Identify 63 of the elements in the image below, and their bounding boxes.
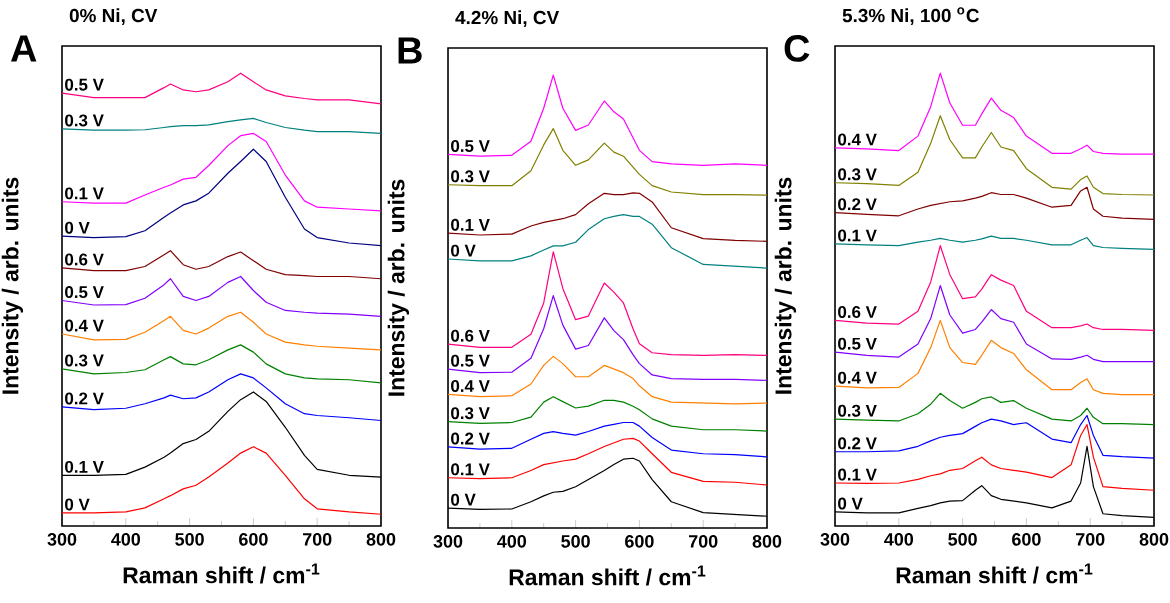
series-label: 0.1 V	[838, 468, 877, 481]
series-label: 0.1 V	[451, 218, 490, 231]
series-label: 0 V	[451, 493, 476, 506]
series-label: 0 V	[838, 497, 863, 510]
series-label: 0.1 V	[838, 229, 877, 242]
series-label: 0.6 V	[65, 253, 104, 266]
x-tick-label: 400	[111, 533, 141, 546]
series-label: 0.6 V	[838, 306, 877, 318]
series-label: 0 V	[65, 221, 90, 234]
series-label: 0.3 V	[838, 168, 877, 181]
series-label: 0.3 V	[451, 407, 490, 420]
series-label: 0.3 V	[451, 170, 490, 183]
x-tick-label: 700	[689, 535, 718, 548]
series-label: 0.4 V	[838, 371, 877, 384]
series-label: 0.2 V	[65, 392, 104, 405]
x-tick-label: 500	[175, 533, 204, 546]
chart-title: 0% Ni, CV	[69, 8, 158, 26]
x-tick-label: 500	[561, 535, 590, 548]
series-label: 0 V	[451, 244, 476, 257]
series-label: 0.5 V	[838, 337, 877, 350]
series-label: 0.2 V	[838, 198, 877, 211]
series-label: 0.5 V	[451, 354, 490, 367]
chart-title: 4.2% Ni, CV	[455, 10, 560, 28]
series-label: 0.5 V	[451, 140, 490, 152]
x-tick-label: 300	[820, 533, 850, 546]
x-axis-title: Raman shift / cm$^{-1}$	[509, 565, 706, 586]
y-axis-title: Intensity / arb. units	[387, 179, 410, 396]
series-label: 0.5 V	[65, 78, 104, 91]
text: A	[10, 35, 37, 62]
series-label: 0.4 V	[838, 133, 877, 146]
series-label: 0.5 V	[65, 286, 104, 299]
x-tick-label: 600	[1012, 533, 1041, 546]
x-tick-label: 700	[303, 533, 332, 546]
series-label: 0.2 V	[838, 437, 877, 450]
y-axis-title: Intensity / arb. units	[774, 177, 797, 394]
x-tick-label: 300	[433, 535, 463, 548]
chart-title: 5.3% Ni, 100 $^{o}$C	[842, 7, 979, 26]
series-label: 0.3 V	[65, 354, 104, 367]
x-axis-title: Raman shift / cm$^{-1}$	[123, 563, 320, 584]
x-tick-label: 800	[366, 533, 396, 546]
series-label: 0.3 V	[838, 404, 877, 417]
x-tick-label: 800	[1139, 533, 1169, 546]
series-label: 0.1 V	[65, 460, 104, 473]
series-label: 0 V	[65, 498, 90, 511]
x-tick-label: 500	[948, 533, 977, 546]
x-tick-label: 400	[497, 535, 527, 548]
x-tick-label: 600	[625, 535, 654, 548]
series-label: 0.1 V	[65, 187, 104, 200]
text: B	[398, 37, 422, 64]
x-axis-title: Raman shift / cm$^{-1}$	[896, 563, 1093, 584]
series-label: 0.4 V	[65, 319, 104, 332]
x-tick-label: 700	[1076, 533, 1105, 546]
series-label: 0.1 V	[451, 463, 490, 476]
x-tick-label: 600	[239, 533, 268, 546]
series-label: 0.4 V	[451, 380, 490, 393]
text: C	[784, 34, 810, 62]
series-label: 0.2 V	[451, 432, 490, 445]
x-tick-label: 300	[47, 533, 77, 546]
x-tick-label: 400	[884, 533, 914, 546]
series-label: 0.6 V	[451, 329, 490, 342]
series-label: 0.3 V	[65, 114, 104, 127]
x-tick-label: 800	[752, 535, 782, 548]
y-axis-title: Intensity / arb. units	[1, 177, 24, 394]
